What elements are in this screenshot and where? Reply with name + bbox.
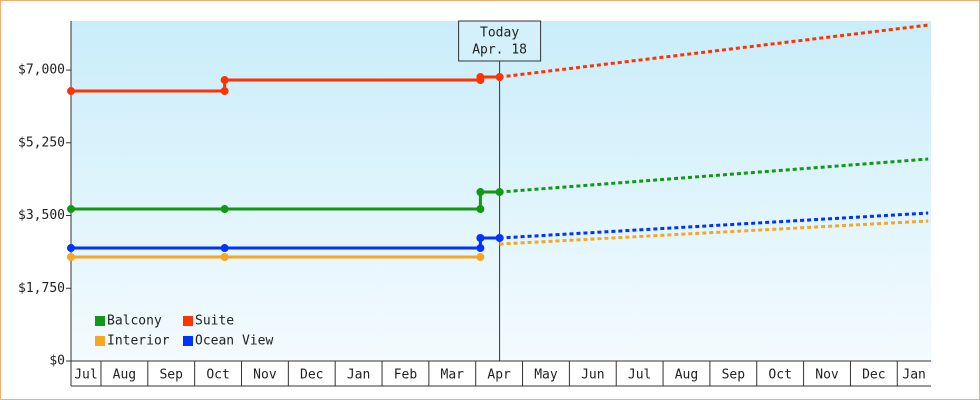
forecast-line (499, 219, 929, 246)
y-tick-label: $3,500 (18, 208, 65, 223)
x-tick-label: Nov (253, 368, 277, 383)
point (67, 87, 75, 96)
point (220, 76, 229, 85)
x-tick-label: Jul (628, 368, 651, 383)
legend-swatch (183, 336, 193, 346)
legend-label: Balcony (107, 314, 162, 329)
y-tick-label: $1,750 (18, 281, 65, 296)
legend-label: Interior (107, 334, 170, 349)
legend-swatch (95, 316, 105, 326)
today-label: Today (480, 26, 519, 41)
point (476, 205, 485, 214)
x-tick-label: Apr (487, 368, 511, 383)
forecast-line (499, 23, 929, 79)
legend-label: Suite (195, 314, 234, 329)
x-tick-label: Sep (159, 368, 183, 383)
point (67, 244, 75, 253)
point (220, 87, 229, 96)
point (495, 188, 504, 197)
x-tick-label: Jan (347, 368, 370, 383)
x-tick-label: Aug (675, 368, 698, 383)
point (476, 244, 485, 253)
forecast-line (499, 211, 929, 240)
x-tick-label: Jun (581, 368, 604, 383)
y-tick-label: $0 (49, 354, 65, 369)
x-tick-label: Dec (862, 368, 885, 383)
legend-swatch (183, 316, 193, 326)
today-box (458, 20, 542, 62)
x-tick-label: Nov (815, 368, 839, 383)
x-tick-label: Mar (441, 368, 465, 383)
point (476, 234, 485, 243)
point (220, 244, 229, 253)
legend-label: Ocean View (195, 334, 273, 349)
x-tick-label: Jul (74, 368, 97, 383)
forecast-line (499, 157, 929, 194)
x-tick-label: Oct (768, 368, 791, 383)
x-tick-label: Dec (300, 368, 323, 383)
y-tick-label: $5,250 (18, 135, 65, 150)
x-tick-label: May (534, 368, 558, 383)
point (220, 253, 229, 262)
point (220, 205, 229, 214)
legend-swatch (95, 336, 105, 346)
point (476, 188, 485, 197)
point (495, 234, 504, 243)
point (67, 253, 75, 262)
point (67, 205, 75, 214)
x-tick-label: Feb (394, 368, 418, 383)
x-tick-label: Jan (902, 368, 925, 383)
point (495, 73, 504, 82)
x-tick-label: Oct (206, 368, 229, 383)
y-tick-label: $7,000 (18, 63, 65, 78)
today-label: Apr. 18 (472, 43, 527, 58)
point (476, 73, 485, 82)
x-tick-label: Sep (722, 368, 746, 383)
point (476, 253, 485, 262)
x-tick-label: Aug (113, 368, 136, 383)
